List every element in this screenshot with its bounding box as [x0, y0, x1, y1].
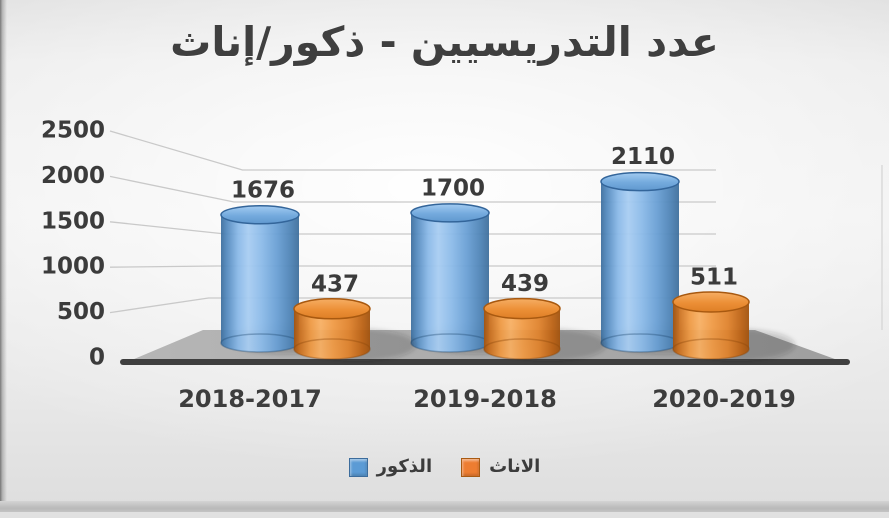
y-tick-label: 500 — [57, 299, 105, 325]
slide-bottom-strip — [0, 512, 889, 518]
cylinder-body — [673, 302, 749, 359]
cylinder-top — [672, 291, 750, 313]
legend-label-females: الاناث — [489, 456, 541, 477]
cylinder-females-0 — [293, 298, 371, 360]
cylinder-bottom-rim — [672, 338, 750, 360]
cylinder-bottom-rim — [293, 338, 371, 360]
cylinder-body — [294, 308, 370, 359]
chart-legend: الذكور الاناث — [0, 454, 889, 480]
cylinder-top — [483, 297, 561, 320]
cylinder-males-1 — [410, 203, 490, 353]
slide-left-edge-shadow — [0, 0, 7, 518]
category-label: 2018-2017 — [178, 385, 322, 413]
cylinder-body — [601, 181, 679, 352]
cylinder-bottom-rim — [483, 338, 561, 360]
cylinder-body — [484, 308, 560, 359]
cylinder-females-2 — [672, 291, 750, 360]
legend-swatch-males — [348, 457, 368, 477]
cylinder-top — [410, 203, 490, 223]
value-label: 437 — [311, 271, 359, 297]
cylinder-top — [600, 171, 680, 192]
gridline — [109, 130, 716, 171]
y-tick-label: 2000 — [41, 163, 105, 189]
gridline — [109, 265, 716, 268]
cylinder-top — [293, 298, 371, 320]
legend-swatch-females — [461, 457, 481, 477]
legend-label-males: الذكور — [376, 456, 433, 477]
value-label: 511 — [690, 265, 738, 291]
y-tick-label: 1000 — [41, 254, 105, 280]
y-tick-label: 2500 — [41, 118, 105, 144]
y-tick-label: 0 — [89, 345, 105, 371]
cylinder-females-1 — [483, 297, 561, 360]
value-label: 2110 — [611, 144, 675, 170]
cylinder-body — [411, 212, 489, 352]
category-label: 2019-2018 — [413, 385, 557, 413]
slide-bottom-band — [0, 501, 889, 512]
value-label: 439 — [501, 271, 549, 297]
cylinder-males-2 — [600, 171, 680, 353]
y-tick-label: 1500 — [41, 208, 105, 234]
value-label: 1700 — [421, 175, 485, 201]
category-label: 2020-2019 — [652, 385, 796, 413]
cylinder-body — [221, 214, 299, 352]
gridline — [109, 297, 716, 314]
cylinder-top — [220, 205, 300, 225]
cylinder-males-0 — [220, 205, 300, 353]
chart-title: عدد التدريسيين - ذكور/إناث — [170, 18, 719, 66]
value-label: 1676 — [231, 177, 295, 203]
gridline — [109, 175, 716, 203]
